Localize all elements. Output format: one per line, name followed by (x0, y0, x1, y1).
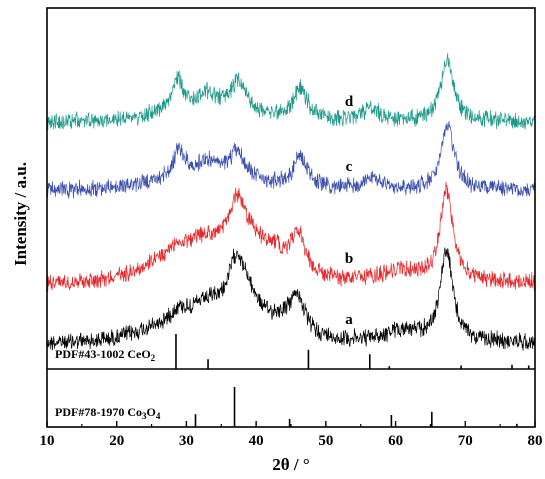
series-c-label: c (346, 159, 353, 175)
x-tick-label-70: 70 (458, 433, 473, 449)
x-tick-label-60: 60 (388, 433, 403, 449)
plot-border (46, 7, 536, 428)
x-axis-ticks: 10 20 30 40 50 60 70 80 (40, 421, 543, 449)
x-tick-label-20: 20 (109, 433, 124, 449)
y-axis-title: Intensity / a.u. (11, 162, 30, 266)
plot-frame (46, 7, 536, 428)
x-tick-label-40: 40 (249, 433, 264, 449)
reference-patterns (175, 334, 530, 427)
ref1-label-main: PDF#43-1002 CeO (55, 347, 151, 361)
x-tick-label-80: 80 (528, 433, 543, 449)
ref1-label-sub: 2 (151, 353, 156, 363)
ref2-label: PDF#78-1970 Co3O4 (55, 405, 161, 421)
ref1-label: PDF#43-1002 CeO2 (55, 347, 156, 363)
series-d-label: d (345, 94, 354, 110)
x-axis-title: 2θ / ° (272, 455, 309, 474)
x-tick-label-50: 50 (318, 433, 333, 449)
series-d-line (46, 53, 536, 131)
series-a-line (46, 247, 536, 351)
ref2-label-mid: O (147, 405, 156, 419)
series-a-label: a (345, 312, 353, 328)
series-c-line (46, 120, 536, 199)
ref2-label-sub1: 3 (142, 411, 147, 421)
ref2-label-main: PDF#78-1970 Co (55, 405, 142, 419)
series-b-line (46, 181, 536, 292)
series-b-label: b (345, 251, 353, 267)
ref2-label-sub2: 4 (156, 411, 161, 421)
chart-labels: a b c d PDF#43-1002 CeO2 PDF#78-1970 Co3O4 (55, 94, 354, 421)
x-tick-label-30: 30 (179, 433, 194, 449)
xrd-traces (46, 53, 536, 351)
x-tick-label-10: 10 (40, 433, 55, 449)
